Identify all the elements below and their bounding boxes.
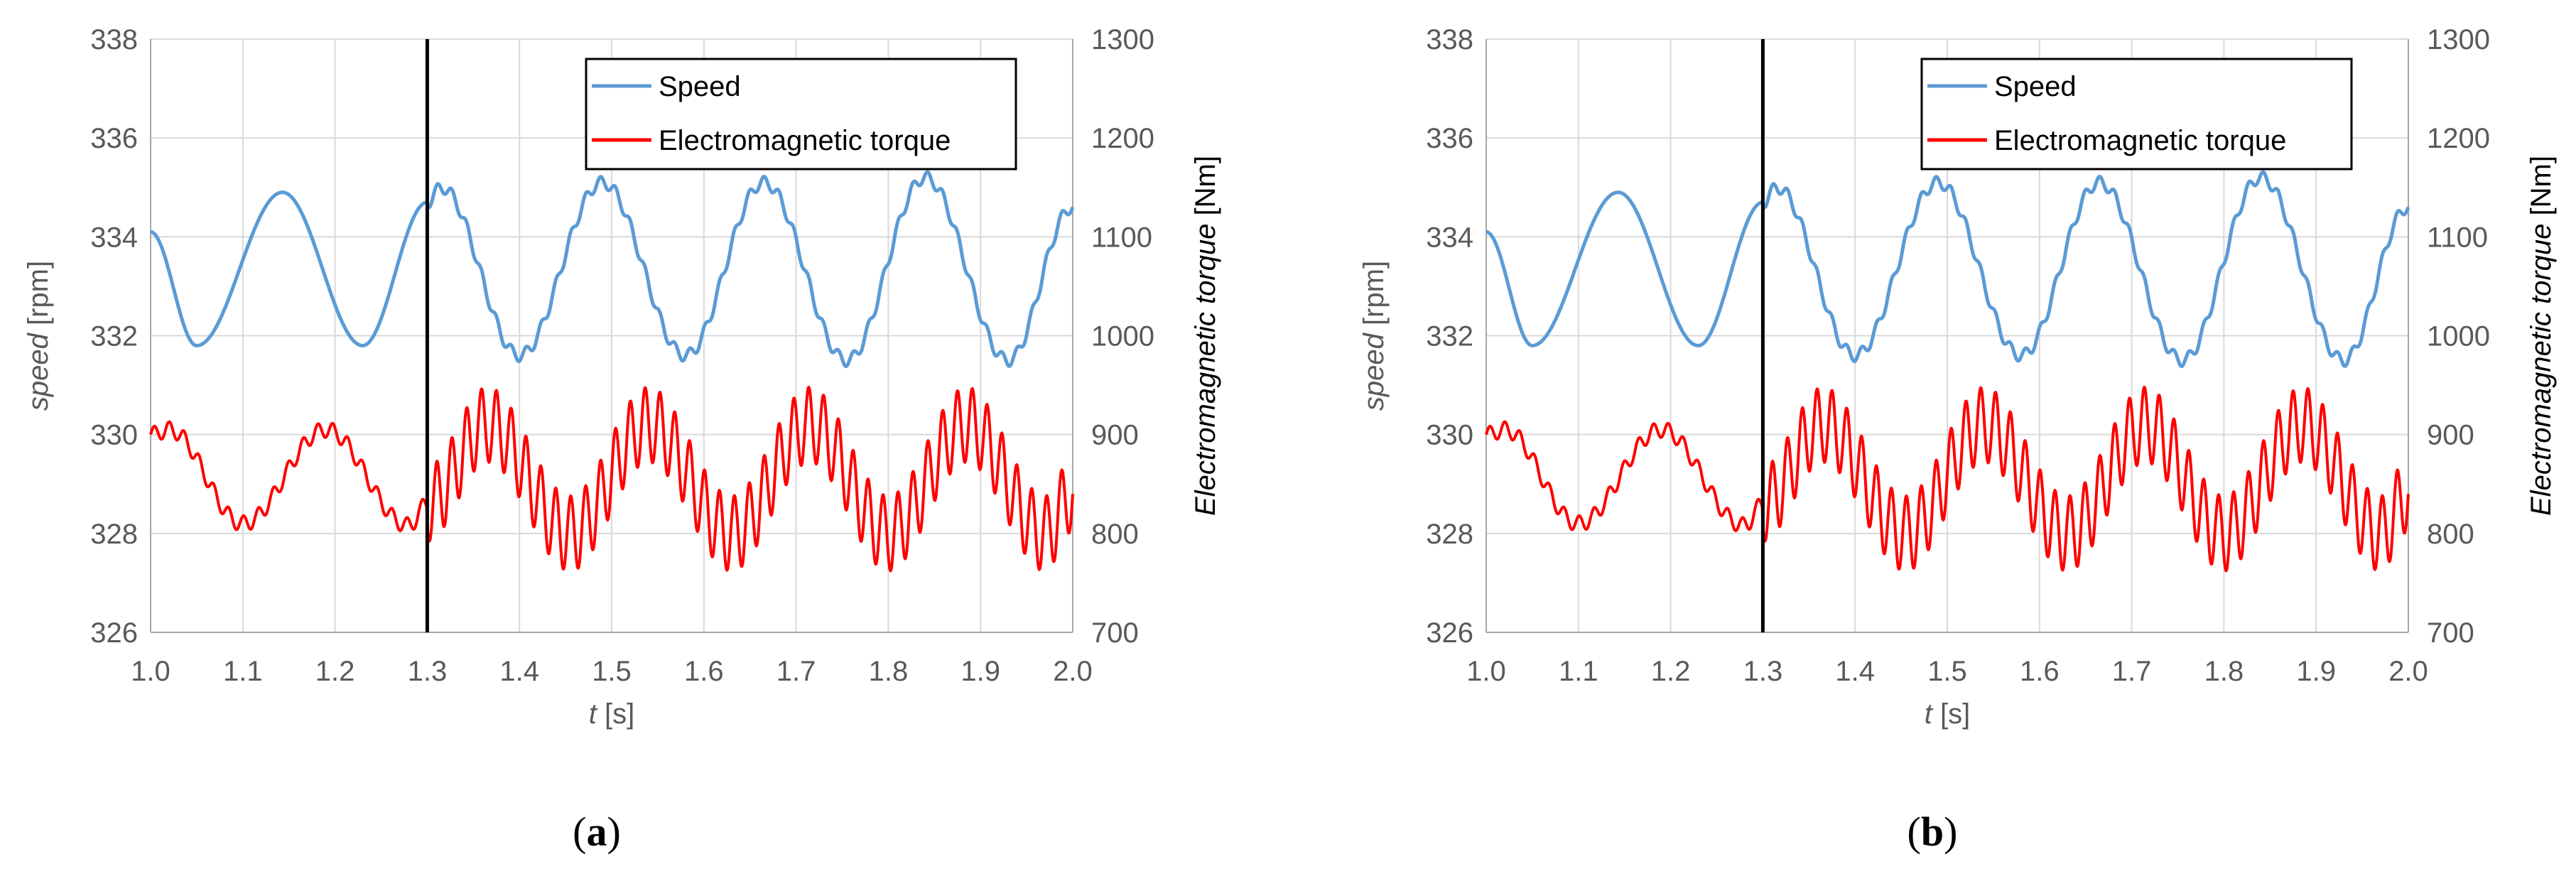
y-left-tick-label: 334 [1426,222,1473,253]
y-left-tick-label: 326 [90,617,138,649]
x-tick-label: 1.4 [1835,656,1875,687]
y-right-tick-label: 1000 [1091,321,1154,352]
x-tick-label: 1.9 [960,656,1000,687]
x-tick-label: 2.0 [1053,656,1093,687]
x-tick-label: 1.1 [1559,656,1598,687]
chart-panel-a: 1.0 1.1 1.2 1.3 1.4 1.5 1.6 1.7 1.8 1.9 2.0 326 328 3… [23,24,1221,855]
y-right-tick-label: 1000 [2427,321,2490,352]
y-left-tick-label: 338 [90,24,138,55]
x-tick-label: 1.8 [869,656,909,687]
x-tick-label: 1.2 [1651,656,1691,687]
y-right-tick-label: 700 [1091,617,1139,649]
y-right-tick-label: 1200 [2427,123,2490,154]
y-left-tick-label: 336 [1426,123,1473,154]
y-right-tick-label: 800 [1091,519,1139,550]
y-right-tick-label: 900 [2427,420,2474,451]
y-right-axis-title: Electromagnetic torque [Nm] [1190,156,1221,516]
x-axis-title: t [s] [589,698,634,730]
y-right-tick-label: 800 [2427,519,2474,550]
panel-label-close: ) [607,809,621,855]
legend-label: Speed [1994,71,2077,102]
y-right-axis-title-unit: [Nm] [2526,156,2557,224]
y-right-axis-title: Electromagnetic torque [Nm] [2526,156,2557,516]
panel-label-close: ) [1944,809,1957,855]
chart-panel-b: 1.0 1.1 1.2 1.3 1.4 1.5 1.6 1.7 1.8 1.9 2.0 326 328 3… [1358,24,2557,855]
legend-label: Electromagnetic torque [1994,125,2286,156]
x-axis-title-unit: [s] [597,698,634,730]
x-tick-label: 1.8 [2204,656,2244,687]
y-right-axis-title-var: Electromagnetic torque [1190,224,1221,516]
legend-box [1920,58,2353,171]
panel-label-open: ( [1907,809,1921,855]
series-line-speed [149,170,1075,368]
y-left-axis-title: speed [rpm] [1358,261,1390,411]
x-tick-label: 1.2 [315,656,355,687]
y-right-tick-label: 1200 [1091,123,1154,154]
x-tick-label: 1.3 [408,656,448,687]
legend-box [585,58,1017,171]
x-tick-label: 1.5 [592,656,632,687]
y-right-tick-label: 900 [1091,420,1139,451]
series-line-electromagnetic-torque [149,386,1074,573]
y-left-tick-label: 338 [1426,24,1473,55]
x-tick-label: 1.5 [1927,656,1967,687]
legend-label: Speed [659,71,741,102]
x-tick-label: 1.4 [499,656,539,687]
x-axis-title: t [s] [1925,698,1970,730]
y-left-tick-label: 330 [1426,420,1473,451]
y-right-tick-label: 1300 [1091,24,1154,55]
y-right-tick-label: 1100 [1091,222,1152,253]
x-tick-label: 1.7 [776,656,816,687]
x-tick-label: 1.9 [2296,656,2336,687]
x-tick-label: 2.0 [2388,656,2428,687]
x-tick-label: 1.6 [2020,656,2060,687]
y-left-tick-label: 334 [90,222,138,253]
panel-label-letter: b [1921,809,1944,855]
x-tick-label: 1.1 [223,656,263,687]
y-left-tick-label: 326 [1426,617,1473,649]
y-left-tick-label: 336 [90,123,138,154]
x-axis-title-unit: [s] [1932,698,1970,730]
y-right-tick-label: 700 [2427,617,2474,649]
x-tick-label: 1.0 [131,656,171,687]
y-left-tick-label: 328 [1426,519,1473,550]
y-left-axis-title-unit: [rpm] [23,261,54,333]
y-left-axis-title-unit: [rpm] [1358,261,1390,333]
x-tick-label: 1.3 [1743,656,1783,687]
series-line-electromagnetic-torque [1485,386,2410,573]
y-right-axis-title-var: Electromagnetic torque [2526,224,2557,516]
x-tick-label: 1.6 [684,656,724,687]
y-left-tick-label: 332 [1426,321,1473,352]
y-right-tick-label: 1300 [2427,24,2490,55]
x-tick-label: 1.7 [2112,656,2152,687]
y-right-axis-title-unit: [Nm] [1190,156,1221,224]
x-axis-title-var: t [589,698,598,730]
y-left-tick-label: 328 [90,519,138,550]
panel-label-letter: a [587,809,607,855]
panel-label: (a) [573,809,621,855]
series-line-speed [1485,170,2410,368]
y-left-tick-label: 332 [90,321,138,352]
y-left-axis-title-var: speed [1358,332,1390,411]
y-left-axis-title-var: speed [23,332,54,411]
x-axis-title-var: t [1925,698,1934,730]
y-left-tick-label: 330 [90,420,138,451]
y-right-tick-label: 1100 [2427,222,2488,253]
legend-label: Electromagnetic torque [659,125,951,156]
x-tick-label: 1.0 [1466,656,1506,687]
panel-label: (b) [1907,809,1958,855]
y-left-axis-title: speed [rpm] [23,261,54,411]
panel-label-open: ( [573,809,586,855]
